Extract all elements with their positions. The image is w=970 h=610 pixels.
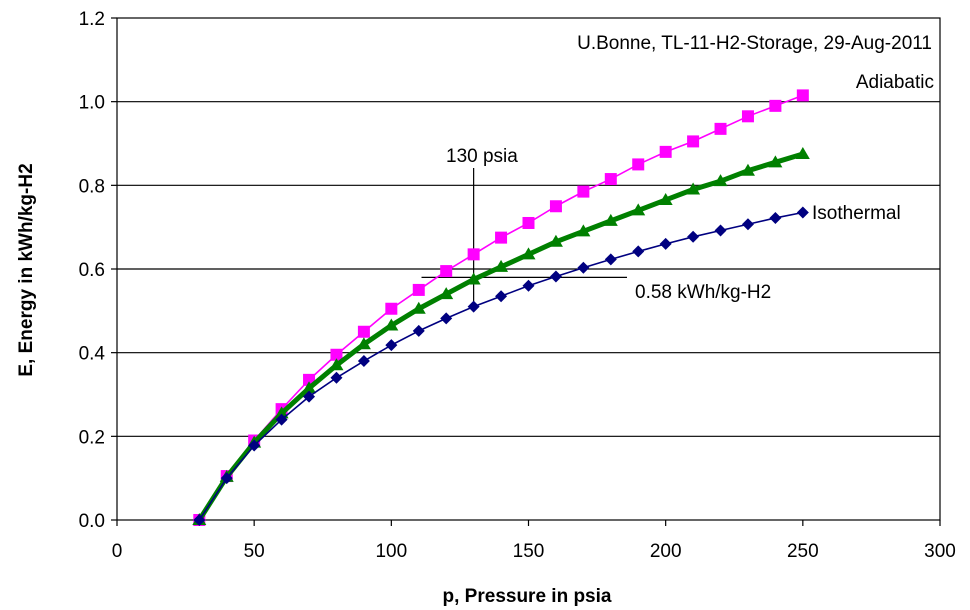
y-tick-label: 1.0 <box>79 93 105 114</box>
series-label-isothermal: Isothermal <box>812 203 901 224</box>
series-line <box>197 151 804 522</box>
data-point-diamond <box>330 371 343 384</box>
series-line <box>198 211 803 521</box>
data-point-triangle <box>686 182 701 195</box>
data-point-triangle <box>274 406 289 419</box>
data-point-diamond <box>796 206 809 219</box>
data-point-triangle <box>439 287 454 300</box>
x-axis-title: p, Pressure in psia <box>443 586 612 607</box>
data-point-diamond <box>687 230 700 243</box>
x-tick-label: 0 <box>112 541 123 562</box>
y-tick-label: 0.0 <box>79 511 105 532</box>
data-point-triangle <box>795 146 810 159</box>
data-point-square <box>659 145 672 158</box>
y-axis-title: E, Energy in kWh/kg-H2 <box>16 163 37 376</box>
data-point-triangle <box>466 272 481 285</box>
data-point-diamond <box>357 355 370 368</box>
data-point-square <box>495 231 508 244</box>
data-point-square <box>412 283 425 296</box>
data-point-square <box>577 185 590 198</box>
data-point-square <box>522 216 535 229</box>
data-point-triangle <box>768 155 783 168</box>
data-point-diamond <box>659 237 672 250</box>
data-point-diamond <box>495 290 508 303</box>
data-point-diamond <box>714 224 727 237</box>
data-point-triangle <box>740 163 755 176</box>
x-tick-label: 300 <box>924 541 956 562</box>
data-point-square <box>440 265 453 278</box>
data-point-triangle <box>603 213 618 226</box>
x-tick-label: 250 <box>787 541 819 562</box>
data-point-square <box>796 89 809 102</box>
data-point-diamond <box>741 218 754 231</box>
y-axis-ticks: 0.0 0.2 0.4 0.6 0.8 1.0 1.2 <box>79 9 117 532</box>
series-isothermal <box>193 206 809 526</box>
y-tick-label: 0.8 <box>79 176 105 197</box>
data-point-square <box>632 158 645 171</box>
data-point-square <box>467 248 480 261</box>
data-point-square <box>769 99 782 112</box>
data-point-diamond <box>193 514 206 526</box>
x-tick-label: 100 <box>375 541 407 562</box>
data-point-square <box>357 325 370 338</box>
data-point-triangle <box>329 358 344 371</box>
data-point-square <box>714 122 727 135</box>
reference-lines <box>421 168 627 309</box>
data-point-triangle <box>494 259 509 272</box>
data-point-square <box>604 173 617 186</box>
data-point-triangle <box>658 192 673 205</box>
data-point-triangle <box>521 247 536 260</box>
data-point-diamond <box>467 300 480 313</box>
data-point-triangle <box>356 337 371 350</box>
data-point-diamond <box>632 245 645 258</box>
y-tick-label: 0.6 <box>79 260 105 281</box>
x-tick-label: 150 <box>513 541 545 562</box>
x-tick-label: 50 <box>244 541 265 562</box>
data-point-diamond <box>522 279 535 292</box>
data-point-diamond <box>248 439 261 452</box>
data-point-triangle <box>548 234 563 247</box>
series-label-adiabatic: Adiabatic <box>856 72 934 93</box>
x-axis-ticks: 0 50 100 150 200 250 300 <box>112 520 956 562</box>
data-point-diamond <box>577 261 590 274</box>
data-point-diamond <box>220 472 233 485</box>
data-point-triangle <box>411 301 426 314</box>
data-point-diamond <box>604 253 617 266</box>
y-tick-label: 0.4 <box>79 344 106 365</box>
credit-text: U.Bonne, TL-11-H2-Storage, 29-Aug-2011 <box>577 33 932 54</box>
data-point-square <box>385 302 398 315</box>
series-middle <box>192 146 810 525</box>
data-point-diamond <box>769 211 782 224</box>
x-tick-label: 200 <box>650 541 682 562</box>
gridlines <box>117 101 940 437</box>
data-point-square <box>330 348 343 361</box>
y-tick-label: 0.2 <box>79 427 105 448</box>
data-point-triangle <box>302 381 317 394</box>
data-point-square <box>741 110 754 123</box>
data-point-triangle <box>713 174 728 187</box>
data-point-triangle <box>631 203 646 216</box>
data-point-square <box>687 135 700 148</box>
data-point-square <box>549 200 562 213</box>
data-point-diamond <box>275 413 288 426</box>
annotation-130-psia: 130 psia <box>446 146 518 167</box>
data-point-diamond <box>440 312 453 325</box>
annotation-058-kwh: 0.58 kWh/kg-H2 <box>635 282 771 303</box>
y-tick-label: 1.2 <box>79 9 105 30</box>
data-point-triangle <box>384 318 399 331</box>
data-point-triangle <box>576 224 591 237</box>
data-point-diamond <box>303 390 316 403</box>
data-point-diamond <box>549 270 562 283</box>
data-point-diamond <box>385 339 398 352</box>
data-point-diamond <box>412 324 425 337</box>
series-layer <box>192 89 810 526</box>
